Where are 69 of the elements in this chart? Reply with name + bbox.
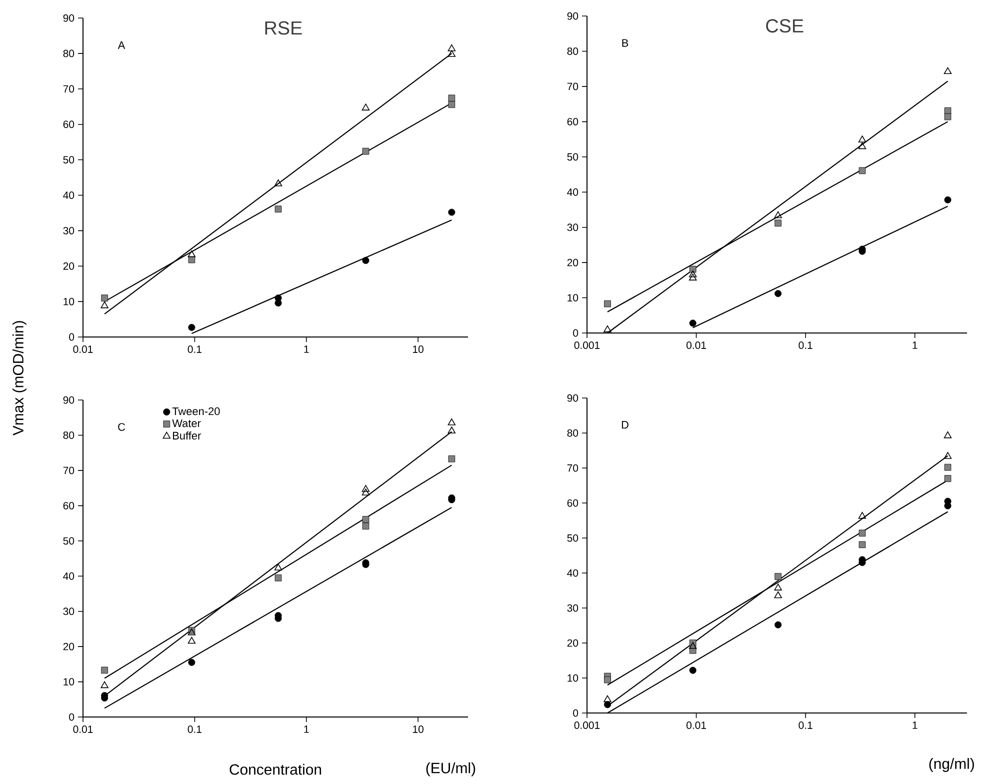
x-axis-title: Concentration (230, 764, 322, 775)
y-tick-label: 0 (573, 709, 578, 717)
y-tick-label: 60 (567, 499, 578, 507)
y-tick-label: 0 (573, 329, 578, 337)
text: (EU/ml) (426, 762, 476, 776)
chart-title: RSE (265, 21, 302, 35)
y-tick-label: 50 (63, 537, 74, 545)
y-tick-label: 20 (567, 258, 578, 266)
y-tick-label: 10 (64, 298, 74, 306)
legend-label: Tween-20 (172, 407, 220, 416)
y-tick-label: 50 (567, 153, 578, 161)
legend-label: Water (172, 420, 201, 428)
y-tick-label: 90 (567, 394, 578, 402)
y-tick-label: 10 (568, 674, 578, 682)
x-tick-label: 1 (304, 726, 309, 733)
y-tick-label: 0 (69, 713, 74, 721)
x-tick-label: 0.1 (798, 342, 812, 349)
x-tick-label: 0.001 (574, 342, 600, 349)
annotation: D (622, 421, 628, 429)
y-tick-label: 70 (567, 82, 578, 90)
x-tick-label: 0.01 (73, 726, 93, 733)
annotation: C (118, 423, 126, 431)
y-tick-label: 40 (63, 192, 74, 199)
y-tick-label: 30 (63, 608, 74, 616)
y-tick-label: 30 (567, 224, 578, 232)
y-tick-label: 70 (567, 464, 578, 472)
x-tick-label: 0.001 (574, 722, 600, 729)
chart-title: CSE (766, 19, 804, 33)
y-tick-label: 60 (567, 118, 578, 126)
y-tick-label: 50 (63, 156, 74, 164)
y-tick-label: 80 (567, 429, 578, 437)
x-tick-label: 1 (912, 342, 918, 349)
x-tick-label: 0.01 (686, 722, 706, 729)
y-tick-label: 90 (63, 396, 74, 404)
y-tick-label: 60 (63, 502, 74, 510)
y-tick-label: 80 (63, 50, 74, 58)
text: (ng/ml) (929, 758, 974, 772)
y-tick-label: 70 (63, 85, 74, 93)
y-tick-label: 40 (567, 188, 578, 196)
y-tick-label: 40 (567, 569, 578, 577)
y-axis-title: Vmax (mOD/min) (12, 321, 26, 436)
x-tick-label: 10 (413, 346, 424, 353)
x-tick-label: 0.1 (188, 726, 202, 733)
annotation: A (118, 41, 126, 49)
y-tick-label: 30 (63, 226, 74, 234)
y-tick-label: 50 (567, 534, 578, 542)
x-tick-label: 0.1 (798, 722, 812, 729)
y-tick-label: 40 (63, 572, 74, 580)
y-tick-label: 10 (568, 294, 578, 302)
y-tick-label: 20 (63, 262, 74, 270)
y-tick-label: 20 (63, 642, 74, 650)
y-tick-label: 0 (69, 333, 74, 341)
annotation: B (622, 39, 628, 47)
y-tick-label: 10 (64, 678, 74, 686)
y-tick-label: 60 (63, 120, 74, 128)
x-tick-label: 10 (413, 726, 424, 733)
x-tick-label: 1 (304, 346, 309, 353)
x-tick-label: 0.1 (188, 346, 202, 353)
y-tick-label: 90 (63, 14, 74, 22)
x-tick-label: 0.01 (686, 342, 706, 349)
y-tick-label: 70 (63, 466, 74, 474)
y-tick-label: 80 (567, 48, 578, 55)
y-tick-label: 20 (567, 639, 578, 647)
y-tick-label: 30 (567, 604, 578, 612)
x-tick-label: 1 (912, 722, 918, 729)
y-tick-label: 80 (63, 432, 74, 439)
y-tick-label: 90 (567, 12, 578, 20)
legend-label: Buffer (173, 432, 201, 440)
x-tick-label: 0.01 (73, 346, 93, 353)
